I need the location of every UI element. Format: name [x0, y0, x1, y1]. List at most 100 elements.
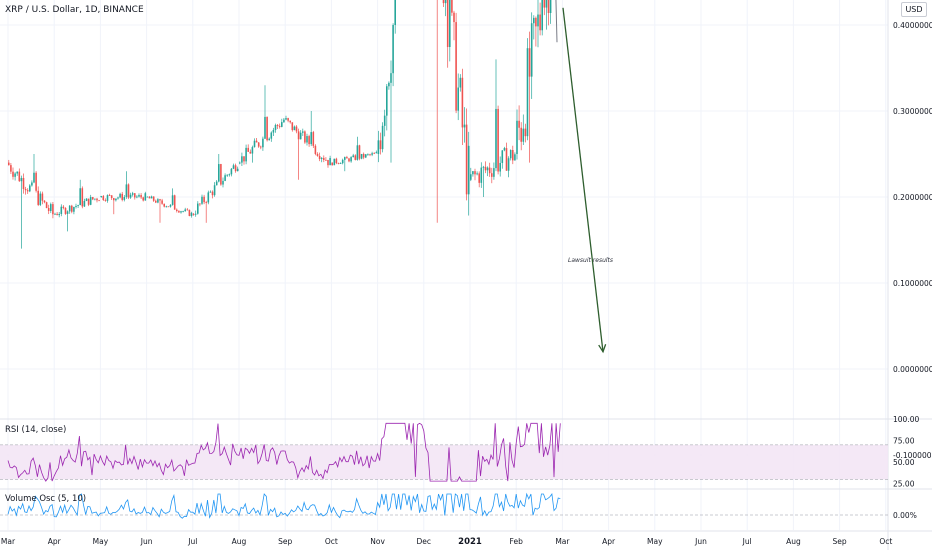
candle-body [499, 162, 501, 172]
candle-body [394, 0, 396, 25]
candle-body [205, 202, 207, 203]
rsi-label: RSI (14, close) [5, 425, 67, 435]
candle-body [474, 171, 476, 175]
candle-body [218, 164, 220, 182]
time-tick-label: May [647, 537, 663, 546]
candle-body [323, 157, 325, 160]
candle-body [302, 131, 304, 133]
candle-body [320, 157, 323, 159]
candle-body [58, 213, 60, 216]
price-axis[interactable]: 1.200000001.100000001.000000000.90000000… [893, 0, 932, 520]
candle-body [83, 200, 86, 207]
candle-body [127, 184, 130, 198]
candle-body [547, 0, 550, 14]
candle-body [16, 171, 18, 174]
candle-body [45, 202, 48, 209]
candle-body [134, 193, 136, 198]
time-tick-label: Sep [833, 537, 847, 546]
candle-body [73, 206, 75, 212]
candle-body [220, 164, 222, 185]
candle-body [52, 204, 54, 215]
candle-body [339, 163, 342, 164]
candle-body [81, 188, 84, 207]
candle-body [71, 205, 73, 212]
candle-body [87, 198, 90, 205]
time-tick-label: Apr [602, 537, 616, 546]
candle-body [270, 132, 273, 139]
candle-body [488, 167, 491, 174]
candle-body [314, 145, 317, 154]
candle-body [463, 124, 466, 128]
candles [8, 0, 552, 249]
candle-body [260, 146, 262, 148]
candle-body [451, 0, 453, 13]
candle-body [373, 153, 375, 155]
candle-body [92, 197, 94, 200]
candle-body [360, 153, 363, 159]
candle-body [192, 214, 195, 215]
candle-body [106, 195, 109, 201]
candle-body [50, 204, 52, 212]
candle-body [110, 195, 113, 199]
time-tick-label: Jun [694, 537, 707, 546]
drawings [555, 0, 607, 354]
time-axis[interactable]: Mar Apr May Jun Jul Aug Sep Oct Nov Dec 2021 Feb Mar… [1, 537, 892, 547]
candle-body [104, 200, 107, 201]
time-tick-label: Oct [879, 537, 892, 546]
candle-body [327, 159, 329, 166]
candle-body [234, 165, 237, 172]
candle-body [522, 128, 525, 142]
time-tick-label: Jul [742, 537, 752, 546]
candle-body [47, 208, 50, 212]
candle-body [379, 140, 382, 150]
candle-body [375, 152, 378, 154]
candle-body [539, 14, 541, 31]
candle-body [545, 0, 548, 8]
candle-body [228, 174, 231, 176]
candle-body [278, 125, 281, 127]
candle-body [516, 120, 518, 154]
candle-body [150, 196, 153, 199]
candle-body [253, 140, 256, 148]
candle-body [543, 0, 546, 8]
candle-body [518, 120, 520, 128]
candle-body [383, 115, 386, 126]
candle-body [243, 156, 245, 162]
candle-body [173, 195, 176, 210]
volume-osc-label: Volume Osc (5, 10) [5, 494, 87, 504]
candle-body [457, 87, 459, 111]
candle-body [249, 151, 252, 154]
candle-body [152, 196, 155, 201]
candle-body [54, 213, 56, 215]
candle-body [129, 194, 132, 198]
candle-body [549, 0, 552, 14]
rsi-tick-label: 25.00 [893, 480, 915, 489]
candle-body [442, 0, 445, 4]
candle-body [163, 203, 165, 207]
candle-body [157, 199, 159, 203]
candle-body [512, 150, 514, 161]
candle-body [37, 190, 39, 205]
candle-body [272, 129, 275, 133]
candle-body [201, 196, 203, 204]
candle-body [115, 198, 117, 201]
bearish-arrow-head [598, 344, 607, 354]
candle-body [524, 128, 527, 137]
candle-body [117, 197, 119, 199]
currency-button[interactable]: USD [901, 2, 927, 17]
candle-body [251, 147, 254, 154]
candle-body [142, 197, 144, 201]
candle-body [102, 196, 105, 201]
candle-body [344, 157, 346, 160]
candle-body [257, 142, 260, 147]
candle-body [274, 125, 277, 130]
candle-body [79, 188, 81, 206]
candle-body [226, 174, 228, 176]
candle-body [371, 153, 373, 155]
candle-body [24, 189, 27, 191]
candle-body [31, 182, 33, 186]
candle-body [444, 0, 447, 4]
